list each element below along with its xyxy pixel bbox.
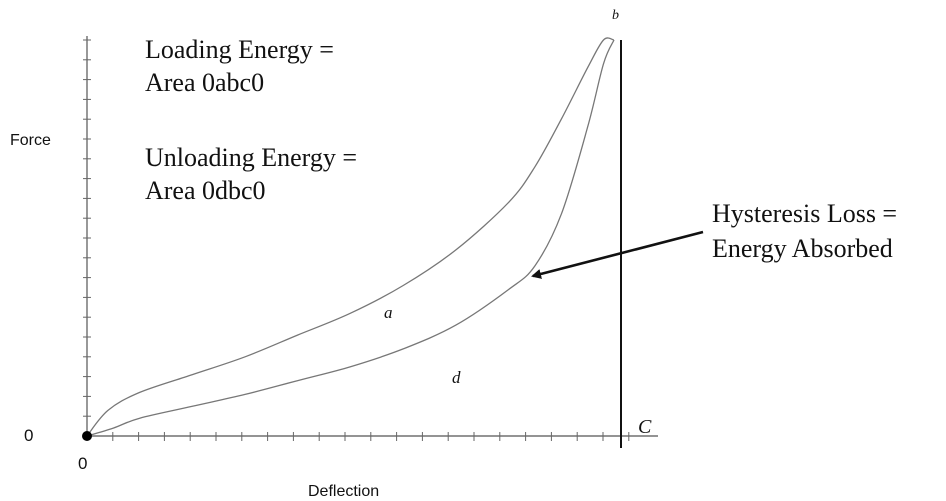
y-axis-ticks: [83, 39, 91, 417]
point-label-a: a: [384, 303, 393, 322]
unloading-energy-line2: Area 0dbc0: [145, 176, 266, 205]
loading-curve-a: [86, 37, 615, 437]
point-label-d: d: [452, 368, 461, 387]
x-axis-label: Deflection: [308, 483, 379, 500]
y-axis-label: Force: [10, 132, 51, 149]
point-label-b: b: [612, 8, 619, 23]
loading-energy-line1: Loading Energy =: [145, 35, 334, 64]
point-label-c: C: [638, 416, 652, 438]
x-axis-ticks: [112, 432, 630, 441]
origin-point: [82, 431, 92, 441]
x-origin-label: 0: [78, 454, 87, 473]
unloading-energy-line1: Unloading Energy =: [145, 143, 357, 172]
y-origin-label: 0: [24, 426, 33, 445]
hysteresis-line1: Hysteresis Loss =: [712, 199, 897, 228]
unloading-curve-d: [86, 39, 615, 437]
hysteresis-arrow: [531, 230, 704, 279]
loading-energy-line2: Area 0abc0: [145, 68, 264, 97]
hysteresis-line2: Energy Absorbed: [712, 234, 893, 263]
